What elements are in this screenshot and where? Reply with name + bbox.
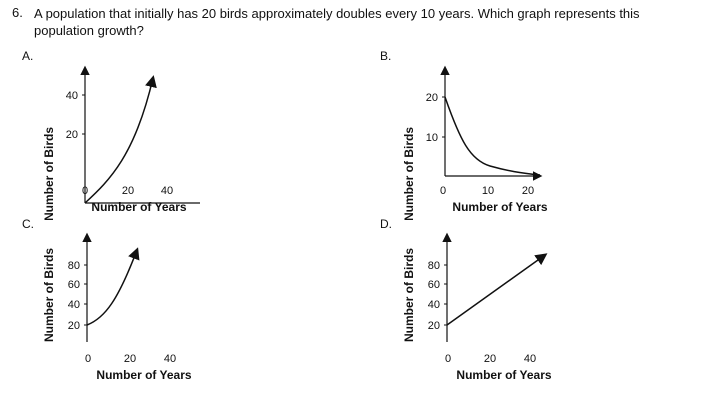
graph-c-xtick: 0 <box>85 353 91 365</box>
graph-d-ytick: 80 <box>428 260 440 272</box>
graph-a-xtick: 40 <box>161 185 173 197</box>
graph-a-xtick: 20 <box>122 185 134 197</box>
graph-b-ytick: 20 <box>426 92 438 104</box>
graph-c-xtick: 40 <box>164 353 176 365</box>
graph-d-ylabel: Number of Birds <box>402 248 416 342</box>
option-d-label: D. <box>380 217 392 231</box>
option-c-label: C. <box>22 217 34 231</box>
question-number: 6. <box>12 5 23 20</box>
graph-d-ytick: 60 <box>428 279 440 291</box>
option-a-label: A. <box>22 49 34 63</box>
graph-c-xlabel: Number of Years <box>96 368 191 382</box>
graph-a-xtick: 0 <box>82 185 88 197</box>
graph-c-ylabel: Number of Birds <box>42 248 56 342</box>
graph-a-xlabel: Number of Years <box>91 200 186 214</box>
graph-d-xlabel: Number of Years <box>456 368 551 382</box>
graph-b-curve <box>444 96 541 176</box>
graph-b-xtick: 20 <box>522 185 534 197</box>
graph-d-xtick: 0 <box>445 353 451 365</box>
graph-b-ylabel: Number of Birds <box>402 127 416 220</box>
graph-c-ytick: 80 <box>68 260 80 272</box>
graph-a-ytick: 20 <box>66 129 78 141</box>
option-b-label: B. <box>380 49 392 63</box>
graph-b-ytick: 10 <box>426 132 438 144</box>
graph-c: Number of Birds 80 60 40 20 0 20 40 Numb… <box>42 232 192 382</box>
graph-c-ytick: 20 <box>68 320 80 332</box>
graph-b-xtick: 10 <box>482 185 494 197</box>
graph-c-curve <box>86 247 140 326</box>
graph-b-xtick: 0 <box>440 185 446 197</box>
graph-d-xtick: 20 <box>484 353 496 365</box>
graph-d-xtick: 40 <box>524 353 536 365</box>
graph-a-ytick: 40 <box>66 90 78 102</box>
graph-b-xlabel: Number of Years <box>452 200 547 214</box>
graph-c-xtick: 20 <box>124 353 136 365</box>
graph-a-curve <box>84 75 157 204</box>
graph-c-ytick: 60 <box>68 279 80 291</box>
graph-b: Number of Birds 20 10 0 10 20 Number of … <box>402 65 548 220</box>
graph-d: Number of Birds 80 60 40 20 0 20 40 Numb… <box>402 232 552 382</box>
graph-a: Number of Birds 40 20 0 20 40 Number of … <box>42 65 200 220</box>
question-text: A population that initially has 20 birds… <box>34 6 640 38</box>
graph-c-ytick: 40 <box>68 299 80 311</box>
graph-a-ylabel: Number of Birds <box>42 127 56 220</box>
graph-d-ytick: 40 <box>428 299 440 311</box>
graph-d-ytick: 20 <box>428 320 440 332</box>
graph-d-line <box>446 253 548 326</box>
